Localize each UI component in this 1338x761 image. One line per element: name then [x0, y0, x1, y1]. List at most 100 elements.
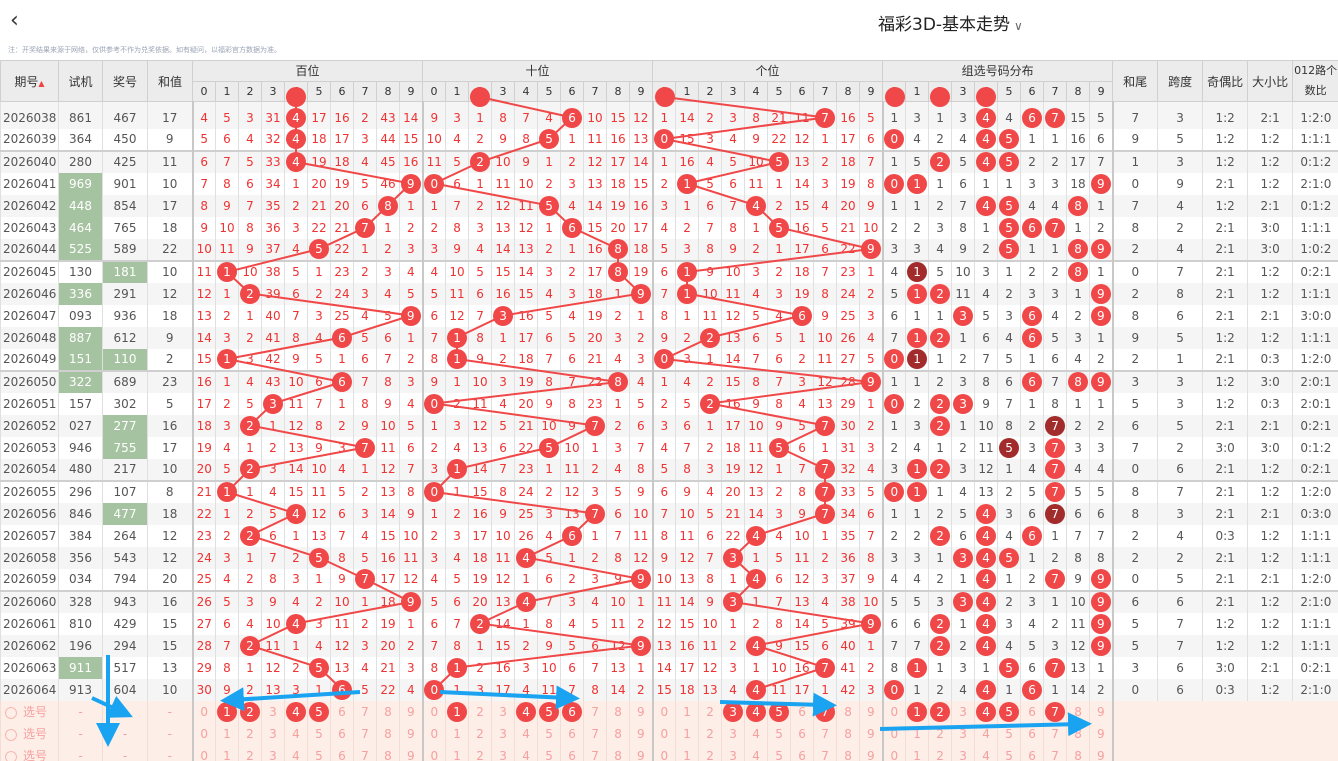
pick-digit-shi[interactable]: 5 — [537, 744, 561, 761]
pick-digit-shi[interactable]: 5 — [537, 700, 561, 723]
back-button[interactable]: ‹ — [10, 8, 19, 33]
page-title-dropdown[interactable]: 福彩3D-基本走势 ∨ — [878, 10, 1023, 35]
pick-digit-bai[interactable]: 2 — [238, 744, 262, 761]
pick-digit-shi[interactable]: 7 — [583, 700, 607, 723]
pick-row[interactable]: 选号 - - -0 1 2 3 4 5 6 7 8 9 0 1 2 3 4 5 6 7 8 9 0 1 2 3 4 5 6 7 8 9 0 1 2 3 4… — [0, 744, 1338, 761]
pick-digit-bai[interactable]: 4 — [284, 744, 308, 761]
pick-digit-bai[interactable]: 9 — [398, 700, 423, 723]
pick-digit-zu[interactable]: 2 — [928, 744, 952, 761]
sort-icon[interactable]: ▲︎ — [38, 78, 45, 88]
pick-digit-shi[interactable]: 9 — [629, 744, 653, 761]
pick-digit-zu[interactable]: 3 — [951, 700, 975, 723]
pick-digit-bai[interactable]: 3 — [261, 700, 285, 723]
table-row[interactable]: 2026061 810 429 15 27 6 4 10 4 3 11 2 19 1 6 7 2 14 1 8 4 5 11… — [0, 612, 1338, 635]
radio-icon[interactable] — [5, 728, 17, 741]
pick-digit-ge[interactable]: 7 — [813, 722, 837, 745]
table-row[interactable]: 2026045 130 181 10 11 1 10 38 5 1 23 2 3 4 4 10 5 15 14 3 2 1… — [0, 259, 1338, 283]
selected-ball[interactable]: 7 — [1045, 701, 1066, 722]
pick-digit-zu[interactable]: 4 — [974, 722, 998, 745]
pick-digit-bai[interactable]: 9 — [398, 722, 423, 745]
selected-ball[interactable]: 7 — [815, 701, 836, 722]
pick-digit-bai[interactable]: 9 — [398, 744, 423, 761]
pick-digit-bai[interactable]: 7 — [353, 722, 377, 745]
radio-icon[interactable] — [5, 750, 17, 761]
selected-ball[interactable]: 4 — [286, 701, 306, 722]
pick-digit-zu[interactable]: 4 — [974, 744, 998, 761]
table-row[interactable]: 2026062 196 294 15 28 7 2 11 1 4 12 3 20 2 7 8 1 15 2 9 5 6 12… — [0, 634, 1338, 657]
pick-select[interactable]: 选号 — [0, 744, 59, 761]
table-row[interactable]: 2026039 364 450 9 5 6 4 32 4 18 17 3 44 15 10 4 2 9 8 5 1 11 1… — [0, 128, 1338, 151]
pick-digit-bai[interactable]: 3 — [261, 722, 285, 745]
pick-digit-zu[interactable]: 1 — [905, 744, 929, 761]
pick-digit-ge[interactable]: 1 — [675, 744, 699, 761]
selected-ball[interactable]: 5 — [999, 701, 1020, 722]
selected-ball[interactable]: 2 — [930, 701, 951, 722]
pick-digit-bai[interactable]: 0 — [191, 722, 216, 745]
pick-digit-shi[interactable]: 6 — [560, 700, 584, 723]
trend-table-container[interactable]: 期号▲︎ 试机 奖号 和值 百位 十位 个位 组选号码分布 和尾 跨度 奇偶比 … — [0, 60, 1338, 761]
pick-digit-bai[interactable]: 1 — [215, 700, 239, 723]
pick-digit-ge[interactable]: 4 — [744, 722, 768, 745]
pick-digit-bai[interactable]: 2 — [238, 722, 262, 745]
pick-digit-ge[interactable]: 3 — [721, 722, 745, 745]
pick-digit-shi[interactable]: 1 — [445, 722, 469, 745]
pick-digit-zu[interactable]: 9 — [1089, 722, 1113, 745]
pick-digit-ge[interactable]: 3 — [721, 744, 745, 761]
selected-ball[interactable]: 1 — [447, 701, 468, 722]
pick-digit-ge[interactable]: 0 — [651, 700, 676, 723]
pick-digit-bai[interactable]: 5 — [307, 722, 331, 745]
table-row[interactable]: 2026042 448 854 17 8 9 7 35 2 21 20 6 8 1 1 7 2 12 11 5 4 14 1… — [0, 194, 1338, 217]
pick-digit-ge[interactable]: 8 — [836, 722, 860, 745]
pick-digit-zu[interactable]: 6 — [1020, 700, 1044, 723]
pick-digit-shi[interactable]: 2 — [468, 700, 492, 723]
pick-digit-zu[interactable]: 3 — [951, 744, 975, 761]
pick-digit-shi[interactable]: 3 — [491, 744, 515, 761]
pick-digit-zu[interactable]: 6 — [1020, 722, 1044, 745]
table-row[interactable]: 2026052 027 277 16 18 3 2 1 12 8 2 9 10 5 1 3 12 5 21 10 9 7 2… — [0, 414, 1338, 437]
pick-digit-zu[interactable]: 7 — [1043, 744, 1067, 761]
pick-digit-ge[interactable]: 9 — [859, 700, 883, 723]
pick-digit-shi[interactable]: 9 — [629, 722, 653, 745]
pick-digit-ge[interactable]: 8 — [836, 744, 860, 761]
pick-digit-shi[interactable]: 4 — [514, 722, 538, 745]
pick-digit-shi[interactable]: 8 — [606, 700, 630, 723]
pick-digit-ge[interactable]: 5 — [767, 700, 791, 723]
pick-digit-zu[interactable]: 3 — [951, 722, 975, 745]
pick-digit-shi[interactable]: 7 — [583, 744, 607, 761]
table-row[interactable]: 2026053 946 755 17 19 4 1 2 13 9 3 7 11 6 2 4 13 6 22 5 10 1 3… — [0, 436, 1338, 459]
pick-digit-zu[interactable]: 1 — [905, 722, 929, 745]
pick-digit-ge[interactable]: 0 — [651, 744, 676, 761]
pick-digit-ge[interactable]: 0 — [651, 722, 676, 745]
pick-digit-bai[interactable]: 5 — [307, 700, 331, 723]
pick-digit-shi[interactable]: 1 — [445, 700, 469, 723]
pick-digit-zu[interactable]: 5 — [997, 700, 1021, 723]
pick-digit-shi[interactable]: 6 — [560, 722, 584, 745]
selected-ball[interactable]: 4 — [516, 701, 537, 722]
pick-digit-ge[interactable]: 7 — [813, 700, 837, 723]
table-row[interactable]: 2026056 846 477 18 22 1 2 5 4 12 6 3 14 9 1 2 16 9 25 3 13 7 6… — [0, 502, 1338, 525]
table-row[interactable]: 2026064 913 604 10 30 9 2 13 3 1 6 5 22 4 0 1 3 17 4 11 7 8 14… — [0, 678, 1338, 701]
pick-digit-zu[interactable]: 5 — [997, 744, 1021, 761]
pick-digit-bai[interactable]: 8 — [376, 700, 400, 723]
pick-digit-zu[interactable]: 8 — [1066, 722, 1090, 745]
table-row[interactable]: 2026038 861 467 17 4 5 3 31 4 17 16 2 43 14 9 3 1 8 7 4 6 10 1… — [0, 106, 1338, 129]
pick-digit-shi[interactable]: 3 — [491, 722, 515, 745]
pick-digit-ge[interactable]: 1 — [675, 722, 699, 745]
pick-digit-ge[interactable]: 5 — [767, 722, 791, 745]
pick-digit-bai[interactable]: 1 — [215, 722, 239, 745]
pick-digit-zu[interactable]: 9 — [1089, 700, 1113, 723]
pick-digit-zu[interactable]: 0 — [881, 744, 906, 761]
pick-digit-ge[interactable]: 6 — [790, 744, 814, 761]
pick-digit-shi[interactable]: 4 — [514, 744, 538, 761]
pick-digit-shi[interactable]: 0 — [421, 722, 446, 745]
pick-digit-zu[interactable]: 7 — [1043, 722, 1067, 745]
selected-ball[interactable]: 5 — [769, 701, 790, 722]
pick-select[interactable]: 选号 — [0, 700, 59, 723]
col-period[interactable]: 期号▲︎ — [0, 60, 59, 102]
selected-ball[interactable]: 5 — [309, 701, 329, 722]
selected-ball[interactable]: 4 — [976, 701, 997, 722]
pick-digit-zu[interactable]: 2 — [928, 722, 952, 745]
pick-digit-ge[interactable]: 4 — [744, 744, 768, 761]
selected-ball[interactable]: 3 — [723, 701, 744, 722]
pick-digit-bai[interactable]: 6 — [330, 700, 354, 723]
